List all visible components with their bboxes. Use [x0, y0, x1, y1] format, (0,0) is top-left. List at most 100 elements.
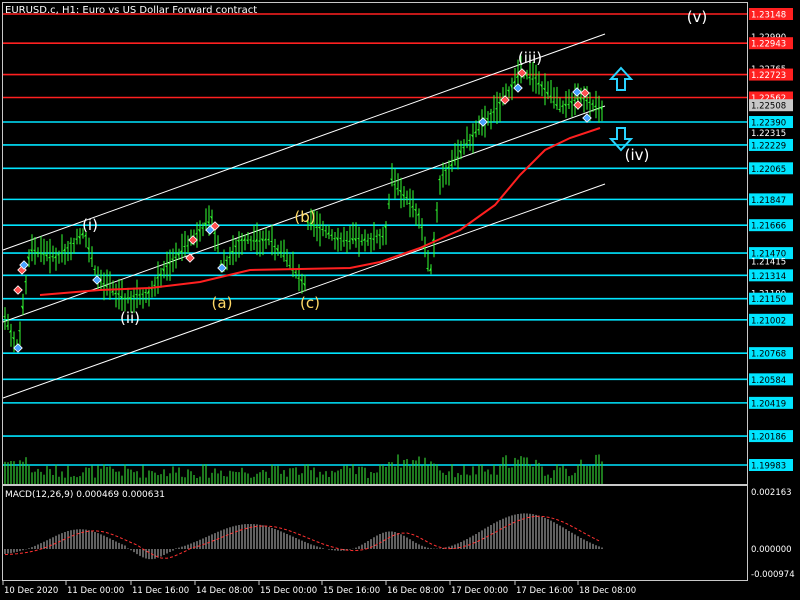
- price-bar-open: [462, 146, 465, 149]
- price-bar-open: [159, 273, 162, 276]
- time-axis[interactable]: 10 Dec 2020 11 Dec 00:00 11 Dec 16:00 14 De…: [2, 581, 636, 596]
- price-axis-label: 1.19983: [751, 462, 786, 472]
- fractal-down-marker: [205, 225, 215, 235]
- price-bar-open: [540, 84, 543, 88]
- time-axis-label: 15 Dec 00:00: [260, 586, 317, 596]
- price-bar-open: [510, 84, 513, 89]
- channel-line[interactable]: [2, 105, 606, 323]
- price-axis-label: 1.23148: [751, 11, 786, 21]
- price-bar-open: [390, 178, 393, 181]
- price-bar-open: [204, 222, 207, 227]
- wave-labels: (v) (iii) (iv) (i) (ii) (b) (a) (c): [82, 8, 707, 327]
- price-bar-open: [213, 231, 216, 235]
- price-bar-open: [600, 106, 603, 111]
- price-label-box: [749, 68, 793, 81]
- price-bar-open: [330, 234, 333, 237]
- price-bar-open: [75, 238, 78, 241]
- wave-label: (b): [294, 208, 315, 226]
- fractal-up-marker: [500, 95, 510, 105]
- price-label-box: [749, 219, 793, 232]
- price-bar-open: [402, 194, 405, 197]
- price-axis-label: 1.21150: [751, 295, 786, 305]
- price-bar-open: [21, 305, 24, 310]
- price-bar-open: [471, 134, 474, 138]
- price-bar-open: [396, 187, 399, 190]
- price-axis[interactable]: 1.231481.229901.229431.227651.227231.225…: [749, 8, 795, 580]
- fractal-down-marker: [92, 275, 102, 285]
- price-axis-label: 1.22065: [751, 165, 786, 175]
- price-bar-open: [261, 238, 264, 242]
- price-axis-label: 1.21470: [751, 250, 786, 260]
- price-bar-open: [543, 87, 546, 91]
- price-axis-label: 1.22562: [751, 94, 786, 104]
- macd-signal-line: [4, 515, 600, 559]
- price-bar-open: [582, 98, 585, 100]
- signal-arrows[interactable]: [608, 66, 634, 152]
- price-bar-open: [147, 290, 150, 294]
- price-bar-open: [177, 253, 180, 256]
- fractal-up-marker: [13, 285, 23, 295]
- time-axis-label: 10 Dec 2020: [4, 586, 58, 596]
- price-bar-open: [498, 101, 501, 105]
- price-bar-open: [351, 238, 354, 241]
- price-bar-open: [417, 213, 420, 216]
- moving-average: [39, 127, 601, 296]
- price-bar-open: [303, 282, 306, 286]
- price-bar-open: [6, 324, 9, 327]
- price-bar-open: [354, 238, 357, 242]
- price-bar-open: [426, 267, 429, 270]
- price-label-box: [749, 292, 793, 305]
- fractal-down-marker: [217, 263, 227, 273]
- moving-average-line[interactable]: [39, 127, 601, 296]
- price-bar-open: [300, 279, 303, 282]
- price-bar-open: [120, 295, 123, 299]
- time-axis-label: 14 Dec 08:00: [196, 586, 253, 596]
- price-bar-open: [336, 237, 339, 241]
- price-bar-open: [87, 247, 90, 250]
- price-bar-open: [180, 250, 183, 253]
- price-bar-open: [327, 232, 330, 235]
- channel-line[interactable]: [2, 33, 606, 251]
- price-axis-label: 1.21002: [751, 316, 786, 326]
- price-bar-open: [372, 238, 375, 241]
- price-bar-open: [492, 111, 495, 113]
- price-bar-open: [378, 234, 381, 237]
- price-bar-open: [318, 226, 321, 229]
- price-bar-open: [276, 247, 279, 252]
- wave-label: (iv): [625, 146, 650, 164]
- price-bar-open: [381, 235, 384, 238]
- price-bar-open: [588, 101, 591, 104]
- price-bar-open: [60, 252, 63, 255]
- down-arrow-icon[interactable]: [608, 127, 634, 152]
- time-axis-label: 15 Dec 16:00: [323, 586, 380, 596]
- price-axis-label: 1.20584: [751, 376, 786, 386]
- time-axis-label: 11 Dec 00:00: [67, 586, 124, 596]
- price-bar-open: [420, 226, 423, 229]
- time-axis-label: 18 Dec 08:00: [579, 586, 636, 596]
- wave-label: (i): [82, 216, 98, 234]
- price-label-box: [749, 313, 793, 326]
- fractal-up-marker: [188, 235, 198, 245]
- price-label-box: [749, 269, 793, 282]
- price-bar-open: [69, 242, 72, 244]
- price-bar-open: [198, 228, 201, 232]
- price-bar-open: [45, 254, 48, 257]
- up-arrow-icon[interactable]: [608, 66, 634, 91]
- price-bar-open: [414, 208, 417, 212]
- fractal-up-marker: [573, 100, 583, 110]
- price-label-box: [749, 138, 793, 151]
- price-bar-open: [168, 262, 171, 265]
- price-bar-open: [42, 253, 45, 255]
- price-label-box: [749, 162, 793, 175]
- price-bar-open: [30, 249, 33, 252]
- price-bar-open: [282, 255, 285, 257]
- price-bar-open: [123, 297, 126, 300]
- price-axis-label: 1.21314: [751, 272, 786, 282]
- price-axis-label: 1.22723: [751, 71, 786, 81]
- fractal-down-marker: [478, 117, 488, 127]
- volume-bars: [4, 454, 603, 484]
- channel-line[interactable]: [2, 183, 606, 399]
- price-bar-open: [576, 97, 579, 101]
